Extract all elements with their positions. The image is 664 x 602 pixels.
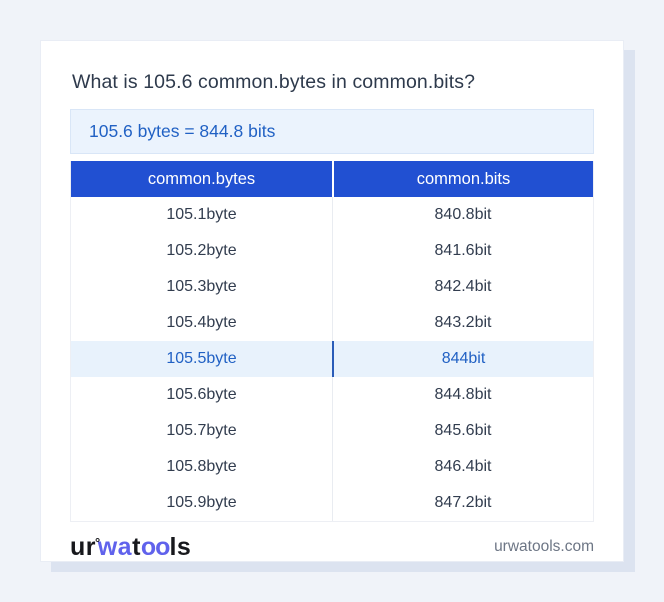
bits-cell[interactable]: 846.4bit	[332, 449, 593, 485]
table-row[interactable]: 105.7byte 845.6bit	[71, 413, 593, 449]
logo-text-ls: ls	[169, 532, 192, 561]
bytes-cell[interactable]: 105.8byte	[166, 458, 237, 475]
bytes-cell[interactable]: 105.6byte	[166, 386, 237, 403]
bits-cell[interactable]: 841.6bit	[332, 233, 593, 269]
bits-cell[interactable]: 845.6bit	[332, 413, 593, 449]
column-header-bytes: common.bytes	[71, 161, 332, 197]
table-header: common.bytes common.bits	[71, 161, 593, 197]
bits-cell[interactable]: 842.4bit	[332, 269, 593, 305]
logo-glasses-oo-icon: oo	[140, 532, 171, 561]
bytes-cell[interactable]: 105.3byte	[166, 278, 237, 295]
logo-text-t: t	[132, 532, 141, 561]
site-logo[interactable]: ur°watools	[70, 532, 192, 561]
table-row[interactable]: 105.3byte 842.4bit	[71, 269, 593, 305]
logo-text-ur: ur	[70, 532, 96, 561]
bits-cell[interactable]: 843.2bit	[332, 305, 593, 341]
table-row[interactable]: 105.4byte 843.2bit	[71, 305, 593, 341]
bytes-cell[interactable]: 105.7byte	[166, 422, 237, 439]
page-title: What is 105.6 common.bytes in common.bit…	[72, 71, 476, 93]
bytes-cell[interactable]: 105.5byte	[71, 341, 332, 377]
table-body: 105.1byte 840.8bit 105.2byte 841.6bit 10…	[71, 197, 593, 521]
result-box: 105.6 bytes = 844.8 bits	[70, 109, 594, 154]
table-row[interactable]: 105.1byte 840.8bit	[71, 197, 593, 233]
bytes-cell[interactable]: 105.2byte	[166, 242, 237, 259]
conversion-table: common.bytes common.bits 105.1byte 840.8…	[70, 161, 594, 522]
converter-card: What is 105.6 common.bytes in common.bit…	[40, 40, 624, 562]
bytes-cell[interactable]: 105.1byte	[166, 206, 237, 223]
table-row[interactable]: 105.5byte 844bit	[71, 341, 593, 377]
logo-text-wa: wa	[97, 532, 133, 561]
bits-cell[interactable]: 844bit	[332, 341, 593, 377]
logo-ring-icon: °	[95, 534, 101, 550]
bits-cell[interactable]: 840.8bit	[332, 197, 593, 233]
bits-cell[interactable]: 844.8bit	[332, 377, 593, 413]
column-header-bits: common.bits	[332, 161, 593, 197]
result-text: 105.6 bytes = 844.8 bits	[89, 121, 276, 141]
bytes-cell[interactable]: 105.9byte	[166, 494, 237, 511]
table-row[interactable]: 105.6byte 844.8bit	[71, 377, 593, 413]
table-row[interactable]: 105.9byte 847.2bit	[71, 485, 593, 521]
footer: ur°watools urwatools.com	[70, 527, 594, 567]
bits-cell[interactable]: 847.2bit	[332, 485, 593, 521]
table-row[interactable]: 105.8byte 846.4bit	[71, 449, 593, 485]
bytes-cell[interactable]: 105.4byte	[166, 314, 237, 331]
site-domain: urwatools.com	[494, 538, 594, 555]
table-row[interactable]: 105.2byte 841.6bit	[71, 233, 593, 269]
